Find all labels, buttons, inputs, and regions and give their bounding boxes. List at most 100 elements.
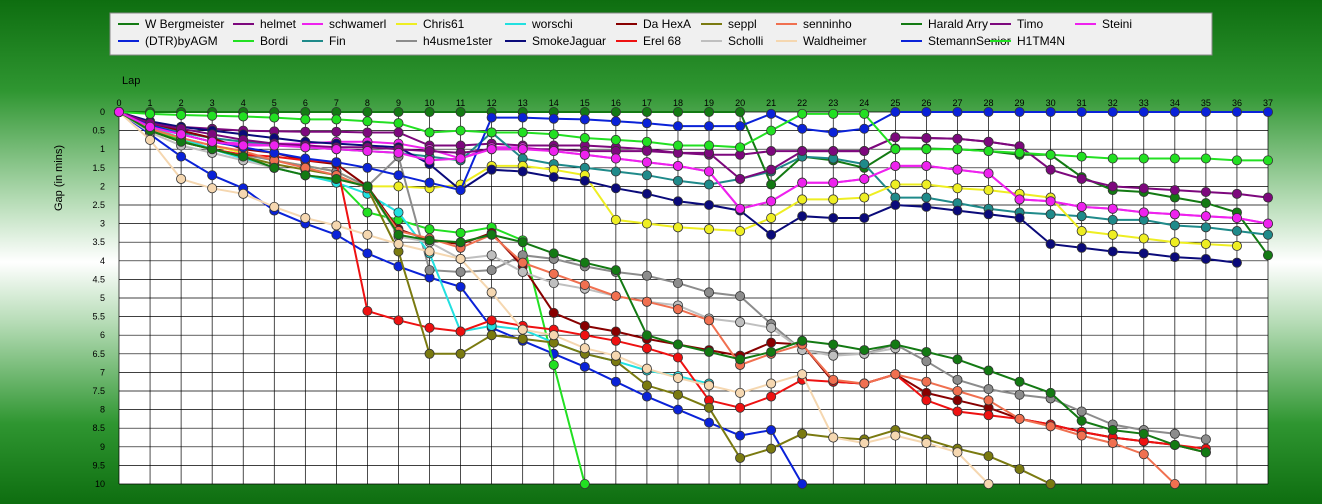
legend-label: Timo [1017, 17, 1044, 31]
data-point [486, 112, 497, 123]
data-point [766, 146, 777, 157]
data-point [890, 107, 901, 118]
data-point [859, 213, 870, 224]
data-point [983, 107, 994, 118]
data-point [362, 107, 373, 118]
x-tick-label: 28 [984, 98, 994, 108]
data-point [952, 406, 963, 417]
data-point [1045, 239, 1056, 250]
x-tick-label: 16 [611, 98, 621, 108]
data-point [1200, 107, 1211, 118]
data-point [238, 151, 249, 162]
data-point [735, 226, 746, 237]
data-point [983, 185, 994, 196]
data-point [486, 229, 497, 240]
data-point [1231, 213, 1242, 224]
series-line [118, 111, 1269, 225]
x-tick-label: 27 [952, 98, 962, 108]
data-point [828, 177, 839, 188]
data-point [1076, 173, 1087, 184]
data-point [1138, 207, 1149, 218]
legend-label: Erel 68 [643, 34, 681, 48]
data-point [1076, 415, 1087, 426]
legend-label: seppl [728, 17, 757, 31]
data-point [797, 335, 808, 346]
data-point [1231, 188, 1242, 199]
x-tick-label: 13 [518, 98, 528, 108]
legend-label: Waldheimer [803, 34, 867, 48]
data-point [362, 127, 373, 138]
data-point [486, 127, 497, 138]
data-point [672, 339, 683, 350]
data-point [1138, 248, 1149, 259]
data-point [859, 146, 870, 157]
x-tick-label: 1 [148, 98, 153, 108]
data-point [1169, 185, 1180, 196]
data-point [176, 173, 187, 184]
data-point [579, 279, 590, 290]
data-point [300, 153, 311, 164]
data-point [828, 213, 839, 224]
data-point [641, 188, 652, 199]
y-tick-label: 9.5 [92, 460, 105, 470]
series-line [119, 111, 1269, 256]
x-tick-label: 25 [890, 98, 900, 108]
data-point [859, 192, 870, 203]
data-point [455, 107, 466, 118]
data-point [393, 170, 404, 181]
data-point [393, 315, 404, 326]
data-point [735, 142, 746, 153]
legend-label: Scholli [728, 34, 763, 48]
series-line [118, 111, 896, 357]
data-point [735, 354, 746, 365]
data-point [517, 237, 528, 248]
data-point [641, 391, 652, 402]
data-point [548, 278, 559, 289]
data-point [1045, 387, 1056, 398]
data-point [641, 296, 652, 307]
data-point [766, 196, 777, 207]
data-point [704, 287, 715, 298]
legend-label: helmet [260, 17, 297, 31]
data-point [486, 330, 497, 341]
data-point [1076, 107, 1087, 118]
x-axis-title: Lap [122, 75, 140, 87]
y-tick-label: 6 [100, 330, 105, 340]
data-point [672, 278, 683, 289]
legend-label: schwamerl [329, 17, 386, 31]
data-point [1014, 464, 1025, 475]
data-point [828, 374, 839, 385]
data-point [641, 270, 652, 281]
data-point [641, 118, 652, 129]
data-point [797, 108, 808, 119]
data-point [890, 132, 901, 143]
data-point [1169, 478, 1180, 489]
x-tick-label: 6 [303, 98, 308, 108]
data-point [672, 140, 683, 151]
series-20 [114, 107, 1274, 229]
data-point [548, 330, 559, 341]
data-point [641, 136, 652, 147]
data-point [331, 144, 342, 155]
data-point [145, 121, 156, 132]
data-point [1107, 107, 1118, 118]
series-line [118, 111, 1268, 192]
data-point [517, 333, 528, 344]
data-point [1169, 107, 1180, 118]
y-tick-label: 2.5 [92, 200, 105, 210]
x-tick-label: 8 [365, 98, 370, 108]
x-tick-label: 2 [179, 98, 184, 108]
data-point [610, 376, 621, 387]
data-point [952, 395, 963, 406]
data-point [238, 140, 249, 151]
data-point [766, 378, 777, 389]
data-point [766, 213, 777, 224]
y-tick-label: 0.5 [92, 126, 105, 136]
series-line [118, 111, 1269, 199]
data-point [672, 222, 683, 233]
x-tick-label: 10 [425, 98, 435, 108]
data-point [517, 144, 528, 155]
data-point [672, 389, 683, 400]
data-point [641, 330, 652, 341]
